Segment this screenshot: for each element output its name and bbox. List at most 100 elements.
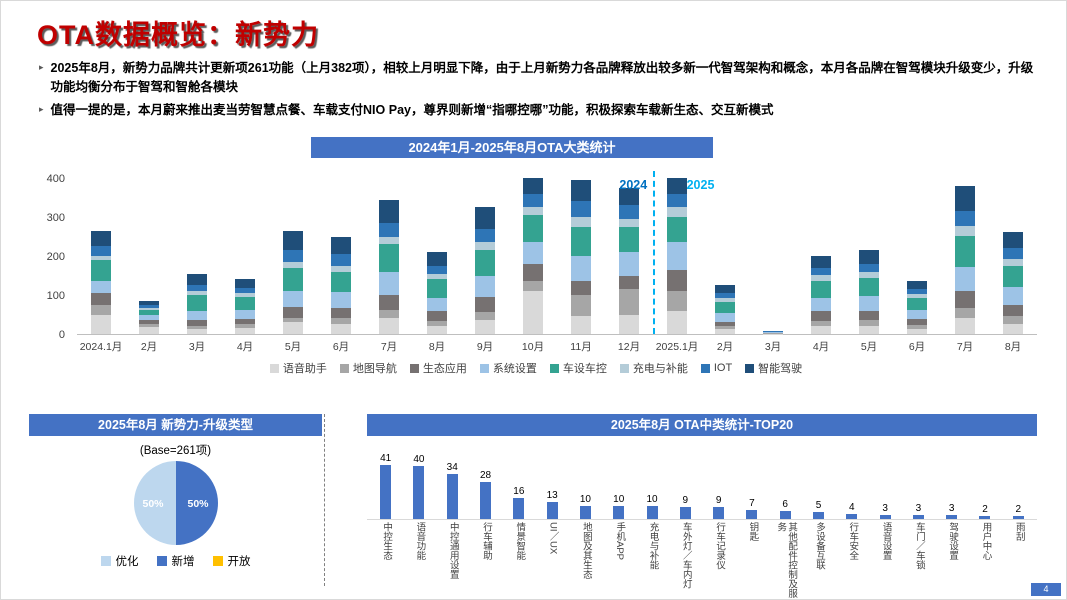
- bar-segment: [475, 311, 495, 321]
- top20-panel: 2025年8月 OTA中类统计-TOP20 41 40 34 28 16 13 10 10 10…: [367, 414, 1037, 598]
- bar-segment: [427, 320, 447, 327]
- stacked-bar-column: [221, 179, 269, 334]
- pie-legend-label: 开放: [227, 556, 251, 568]
- bar-segment: [331, 307, 351, 319]
- bar-segment: [523, 207, 543, 215]
- category-label-cell: 行车辅助: [469, 522, 502, 598]
- legend-item: 车设车控: [549, 360, 607, 376]
- bar-segment: [379, 244, 399, 273]
- category-label-cell: 雨刮: [1002, 522, 1035, 598]
- bar-segment: [811, 280, 831, 299]
- legend-swatch: [745, 363, 755, 373]
- bar: [912, 515, 924, 519]
- category-label: 情景智能: [514, 522, 526, 560]
- x-axis-label: 11月: [570, 341, 592, 353]
- category-label: 行车记录仪: [714, 522, 726, 570]
- year-divider-line: [653, 171, 655, 334]
- bar-segment: [91, 255, 111, 260]
- bar-value-label: 41: [380, 453, 392, 464]
- bar-value-label: 10: [646, 493, 658, 505]
- bar-segment: [907, 298, 927, 310]
- bar-column: 6: [769, 499, 802, 519]
- bar-segment: [715, 298, 735, 303]
- bar-segment: [763, 331, 783, 333]
- category-label-cell: 语音设置: [868, 522, 901, 598]
- bar-segment: [475, 207, 495, 230]
- x-axis-label: 3月: [764, 341, 782, 353]
- category-label: 驾驶设置: [947, 522, 959, 560]
- x-axis-label: 6月: [908, 341, 926, 353]
- bar-segment: [235, 318, 255, 325]
- bar: [813, 512, 824, 519]
- category-label-cell: 钥匙: [735, 522, 768, 598]
- bar-segment: [667, 242, 687, 270]
- stacked-bar-column: [893, 179, 941, 334]
- legend-item: 生态应用: [409, 360, 467, 376]
- bar-value-label: 6: [782, 499, 788, 511]
- bar-segment: [283, 261, 303, 268]
- bar-column: 9: [669, 495, 702, 519]
- bar-segment: [907, 289, 927, 295]
- legend-swatch: [269, 363, 279, 373]
- stacked-bar: [571, 179, 591, 334]
- bar-column: 34: [436, 462, 469, 519]
- category-label-cell: 语音功能: [402, 522, 435, 598]
- category-label-cell: 行车记录仪: [702, 522, 735, 598]
- bar-column: 3: [902, 503, 935, 519]
- top20-cats: 中控生态 语音功能 中控通用设置 行车辅助 情景智能 UI／UX 地图及其生态 手机APP 充电…: [367, 522, 1037, 598]
- stacked-bar-column: [269, 179, 317, 334]
- pie-percent-optimize: 50%: [142, 498, 164, 510]
- category-label: 手机APP: [614, 522, 626, 561]
- bar-value-label: 28: [479, 470, 492, 482]
- stacked-bar: [619, 187, 639, 334]
- legend-item: 充电与补能: [619, 360, 688, 376]
- stacked-bar-column: [461, 179, 509, 334]
- bar-segment: [187, 295, 207, 311]
- x-axis-label: 7月: [956, 341, 974, 353]
- bar-segment: [331, 254, 351, 266]
- bullet-text: 值得一提的是，本月蔚来推出麦当劳智慧点餐、车载支付NIO Pay，尊界则新增“指…: [50, 102, 774, 117]
- stacked-bar: [235, 279, 255, 334]
- bar-segment: [427, 279, 447, 298]
- bar-segment: [331, 324, 351, 334]
- x-axis-label: 4月: [236, 341, 254, 353]
- bar-value-label: 3: [915, 503, 922, 514]
- category-label-cell: 多设备互联: [802, 522, 835, 598]
- bar-column: 10: [635, 494, 668, 519]
- stacked-chart-xlabels: 2024.1月 2月 3月 4月 5月 6月 7月 8月 9月 10月 11月 12月 2025.1月 2…: [77, 339, 1037, 354]
- category-label-cell: 用户中心: [968, 522, 1001, 598]
- stacked-bar: [475, 207, 495, 334]
- upgrade-type-panel: 2025年8月 新势力-升级类型 (Base=261项) 50% 50% 优化 新…: [29, 414, 322, 586]
- bar-segment: [475, 297, 495, 312]
- bar-segment: [187, 310, 207, 321]
- category-label: 中控通用设置: [447, 522, 459, 579]
- bar-segment: [379, 222, 399, 237]
- bar-segment: [619, 314, 639, 334]
- bar-segment: [331, 236, 351, 255]
- top20-bars: 41 40 34 28 16 13 10 10 10 9 9 7 6 5 4 3 3 3 2 2: [367, 446, 1037, 520]
- bar-segment: [331, 291, 351, 308]
- legend-swatch: [479, 363, 489, 373]
- stacked-bar: [523, 177, 543, 334]
- bar-segment: [379, 318, 399, 334]
- bar: [746, 509, 758, 519]
- bar-segment: [91, 293, 111, 305]
- bar-segment: [859, 320, 879, 327]
- bar-segment: [427, 252, 447, 266]
- y-axis-tick-label: 0: [58, 329, 65, 341]
- bar-segment: [811, 275, 831, 281]
- stacked-bar: [955, 185, 975, 334]
- stacked-bar: [907, 281, 927, 334]
- bar-segment: [283, 267, 303, 292]
- bar-segment: [571, 201, 591, 217]
- legend-label: 生态应用: [422, 363, 467, 375]
- legend-item: 语音助手: [269, 360, 327, 376]
- bar-segment: [667, 310, 687, 334]
- bar-segment: [667, 207, 687, 217]
- bar-segment: [523, 193, 543, 208]
- bar-value-label: 5: [815, 500, 822, 512]
- bar: [513, 497, 525, 519]
- bar-segment: [715, 321, 735, 327]
- bar-segment: [1003, 324, 1023, 334]
- legend-swatch: [619, 363, 629, 373]
